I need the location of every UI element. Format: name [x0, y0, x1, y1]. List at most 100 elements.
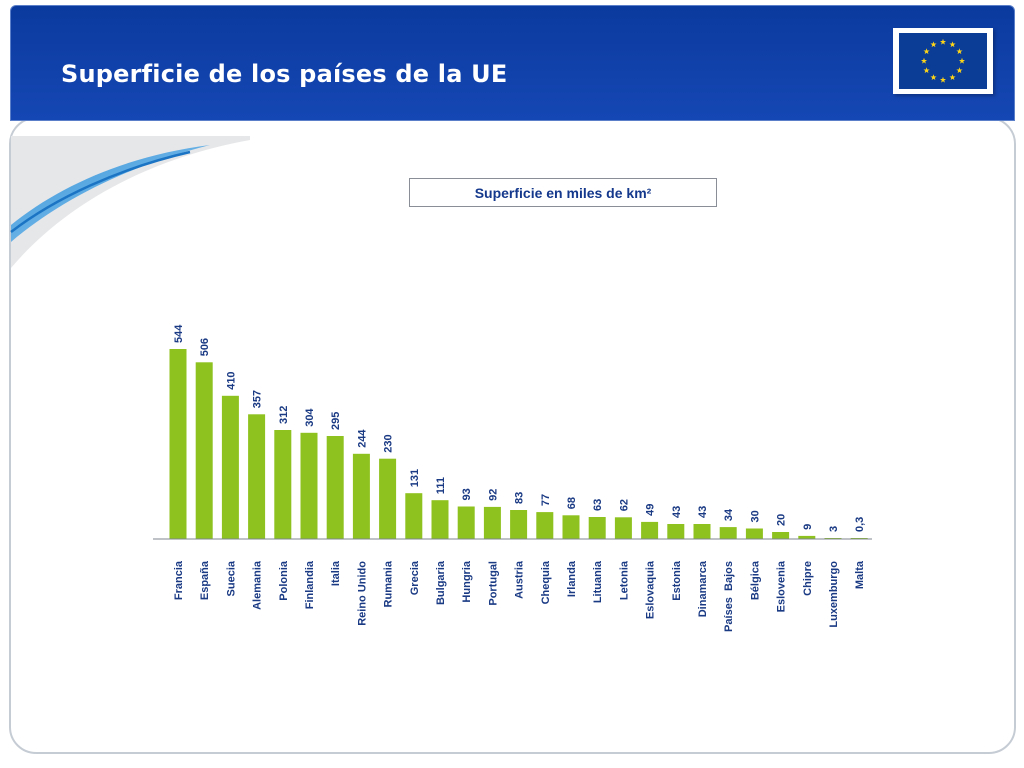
value-label: 77 — [540, 494, 552, 506]
slide-title: Superficie de los países de la UE — [61, 60, 508, 88]
bar — [772, 532, 790, 539]
bar — [195, 362, 213, 539]
value-label: 357 — [252, 390, 264, 408]
category-label: Portugal — [487, 561, 499, 606]
value-label: 43 — [697, 506, 709, 518]
category-label: Alemania — [252, 560, 264, 610]
eu-star-icon — [930, 74, 937, 81]
value-label: 83 — [514, 492, 526, 504]
value-label: 131 — [409, 469, 421, 487]
bar — [274, 430, 292, 539]
bar — [221, 395, 239, 539]
category-label: Malta — [854, 560, 866, 589]
bar — [745, 528, 763, 539]
bar — [431, 500, 449, 539]
value-label: 0,3 — [854, 517, 866, 532]
bar — [614, 517, 632, 539]
value-label: 68 — [566, 497, 578, 509]
value-label: 62 — [618, 499, 630, 511]
bar — [588, 517, 606, 539]
category-label: Francia — [173, 560, 185, 600]
category-label: Rumania — [383, 560, 395, 607]
corner-swoosh-grey — [11, 136, 250, 268]
eu-stars — [920, 38, 966, 83]
category-label: Irlanda — [566, 560, 578, 597]
category-label: Países Bajos — [723, 561, 735, 632]
value-label: 34 — [723, 508, 735, 521]
value-label: 30 — [749, 510, 761, 522]
bar — [510, 510, 528, 539]
category-label: Chipre — [802, 561, 814, 596]
bar — [248, 414, 266, 539]
category-label: Eslovaquia — [645, 560, 657, 619]
category-label: Bélgica — [749, 560, 761, 600]
bar — [457, 506, 475, 539]
category-label: Austria — [514, 560, 526, 599]
bar — [536, 512, 554, 539]
eu-star-icon — [949, 41, 956, 48]
category-label: Lituania — [592, 560, 604, 603]
category-label: Suecia — [225, 560, 237, 596]
eu-flag-field — [899, 33, 987, 89]
category-label: Bulgaria — [435, 560, 447, 605]
value-label: 506 — [199, 338, 211, 356]
value-label: 93 — [461, 488, 473, 500]
bar — [405, 493, 423, 539]
eu-star-icon — [923, 48, 930, 55]
category-label: Estonia — [671, 560, 683, 601]
bar — [641, 521, 659, 539]
value-label: 230 — [383, 434, 395, 452]
header-band — [10, 5, 1015, 121]
bar — [352, 453, 370, 539]
eu-star-icon — [958, 57, 966, 64]
value-label: 544 — [173, 324, 185, 343]
category-label: Polonia — [278, 560, 290, 601]
category-label: Letonia — [618, 560, 630, 600]
value-label: 63 — [592, 499, 604, 511]
bar — [300, 432, 318, 539]
value-label: 312 — [278, 406, 290, 424]
category-label: Dinamarca — [697, 560, 709, 617]
eu-star-icon — [956, 67, 963, 74]
category-label: Chequia — [540, 560, 552, 604]
category-label: Hungria — [461, 560, 473, 602]
bar — [562, 515, 580, 540]
eu-star-icon — [930, 41, 937, 48]
value-label: 244 — [356, 429, 368, 448]
bar — [379, 458, 397, 539]
value-label: 49 — [645, 504, 657, 516]
chart-title: Superficie en miles de km² — [409, 178, 717, 207]
value-label: 20 — [776, 514, 788, 526]
value-label: 304 — [304, 408, 316, 427]
corner-swoosh-dark — [10, 150, 191, 233]
value-label: 3 — [828, 526, 840, 532]
eu-star-icon — [939, 76, 947, 83]
category-label: España — [199, 560, 211, 600]
value-label: 9 — [802, 524, 814, 530]
category-label: Italia — [330, 560, 342, 586]
value-label: 295 — [330, 412, 342, 430]
category-label: Finlandia — [304, 560, 316, 609]
eu-star-icon — [939, 38, 947, 45]
eu-star-icon — [920, 57, 928, 64]
category-label: Eslovenia — [776, 560, 788, 612]
bar — [719, 527, 737, 539]
bar — [693, 524, 711, 539]
value-label: 43 — [671, 506, 683, 518]
value-label: 410 — [225, 371, 237, 389]
bar — [667, 524, 685, 539]
eu-star-icon — [949, 74, 956, 81]
eu-star-icon — [956, 48, 963, 55]
eu-star-icon — [923, 67, 930, 74]
eu-flag-icon — [893, 28, 993, 94]
category-label: Reino Unido — [356, 561, 368, 626]
bar — [169, 349, 187, 539]
bar — [326, 436, 344, 539]
value-label: 111 — [435, 477, 447, 494]
value-label: 92 — [487, 489, 499, 501]
category-label: Grecia — [409, 560, 421, 595]
bar — [798, 535, 816, 539]
bar — [483, 506, 501, 539]
category-label: Luxemburgo — [828, 561, 840, 628]
